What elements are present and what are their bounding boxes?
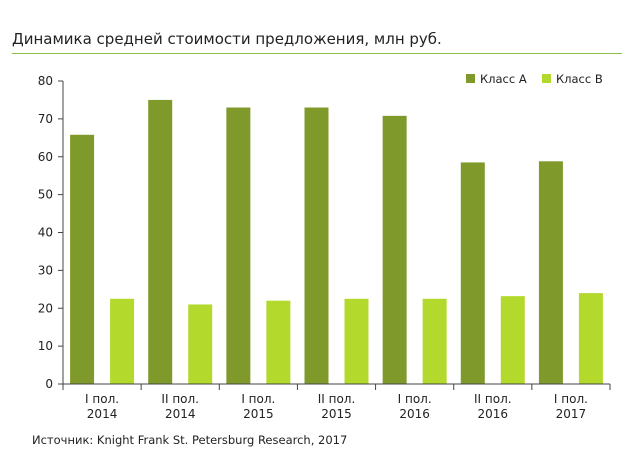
y-tick-label: 40 bbox=[38, 226, 53, 240]
y-tick-label: 50 bbox=[38, 188, 53, 202]
y-tick-label: 70 bbox=[38, 112, 53, 126]
x-tick-label: II пол. bbox=[318, 392, 356, 406]
y-axis: 0 10 20 30 40 50 60 70 80 bbox=[38, 74, 64, 391]
x-tick-label: 2016 bbox=[399, 407, 430, 421]
legend-swatch bbox=[466, 74, 475, 83]
y-tick-label: 10 bbox=[38, 339, 53, 353]
bars bbox=[70, 99, 603, 384]
title-rule bbox=[12, 53, 622, 54]
x-tick-label: II пол. bbox=[474, 392, 512, 406]
x-tick-label: II пол. bbox=[161, 392, 199, 406]
bar-class-b bbox=[188, 304, 213, 384]
x-tick-label: 2015 bbox=[243, 407, 274, 421]
x-tick-label: I пол. bbox=[241, 392, 275, 406]
bar-class-b bbox=[344, 298, 369, 384]
y-tick-label: 80 bbox=[38, 74, 53, 88]
x-tick-label: I пол. bbox=[398, 392, 432, 406]
x-tick-label: 2014 bbox=[87, 407, 118, 421]
legend-label: Класс А bbox=[480, 72, 527, 86]
x-tick-label: 2016 bbox=[478, 407, 509, 421]
bar-class-b bbox=[500, 296, 525, 384]
bar-class-a bbox=[70, 134, 95, 384]
chart-title: Динамика средней стоимости предложения, … bbox=[12, 30, 442, 48]
legend: Класс А Класс В bbox=[466, 72, 603, 86]
bar-class-b bbox=[110, 298, 135, 384]
source-note: Источник: Knight Frank St. Petersburg Re… bbox=[32, 433, 348, 447]
bar-class-b bbox=[578, 293, 603, 384]
x-tick-label: 2017 bbox=[556, 407, 587, 421]
x-tick-label: 2014 bbox=[165, 407, 196, 421]
legend-label: Класс В bbox=[556, 72, 603, 86]
y-tick-label: 0 bbox=[45, 377, 53, 391]
x-tick-label: 2015 bbox=[321, 407, 352, 421]
y-tick-label: 60 bbox=[38, 150, 53, 164]
legend-swatch bbox=[542, 74, 551, 83]
bar-class-a bbox=[382, 115, 407, 384]
y-tick-label: 30 bbox=[38, 263, 53, 277]
x-tick-label: I пол. bbox=[85, 392, 119, 406]
x-tick-label: I пол. bbox=[554, 392, 588, 406]
bar-class-a bbox=[304, 107, 329, 384]
y-tick-label: 20 bbox=[38, 301, 53, 315]
bar-class-a bbox=[226, 107, 251, 384]
bar-class-a bbox=[148, 99, 173, 384]
bar-class-b bbox=[422, 298, 447, 384]
bar-class-a bbox=[460, 162, 485, 384]
bar-class-a bbox=[538, 161, 563, 384]
bar-class-b bbox=[266, 300, 291, 384]
